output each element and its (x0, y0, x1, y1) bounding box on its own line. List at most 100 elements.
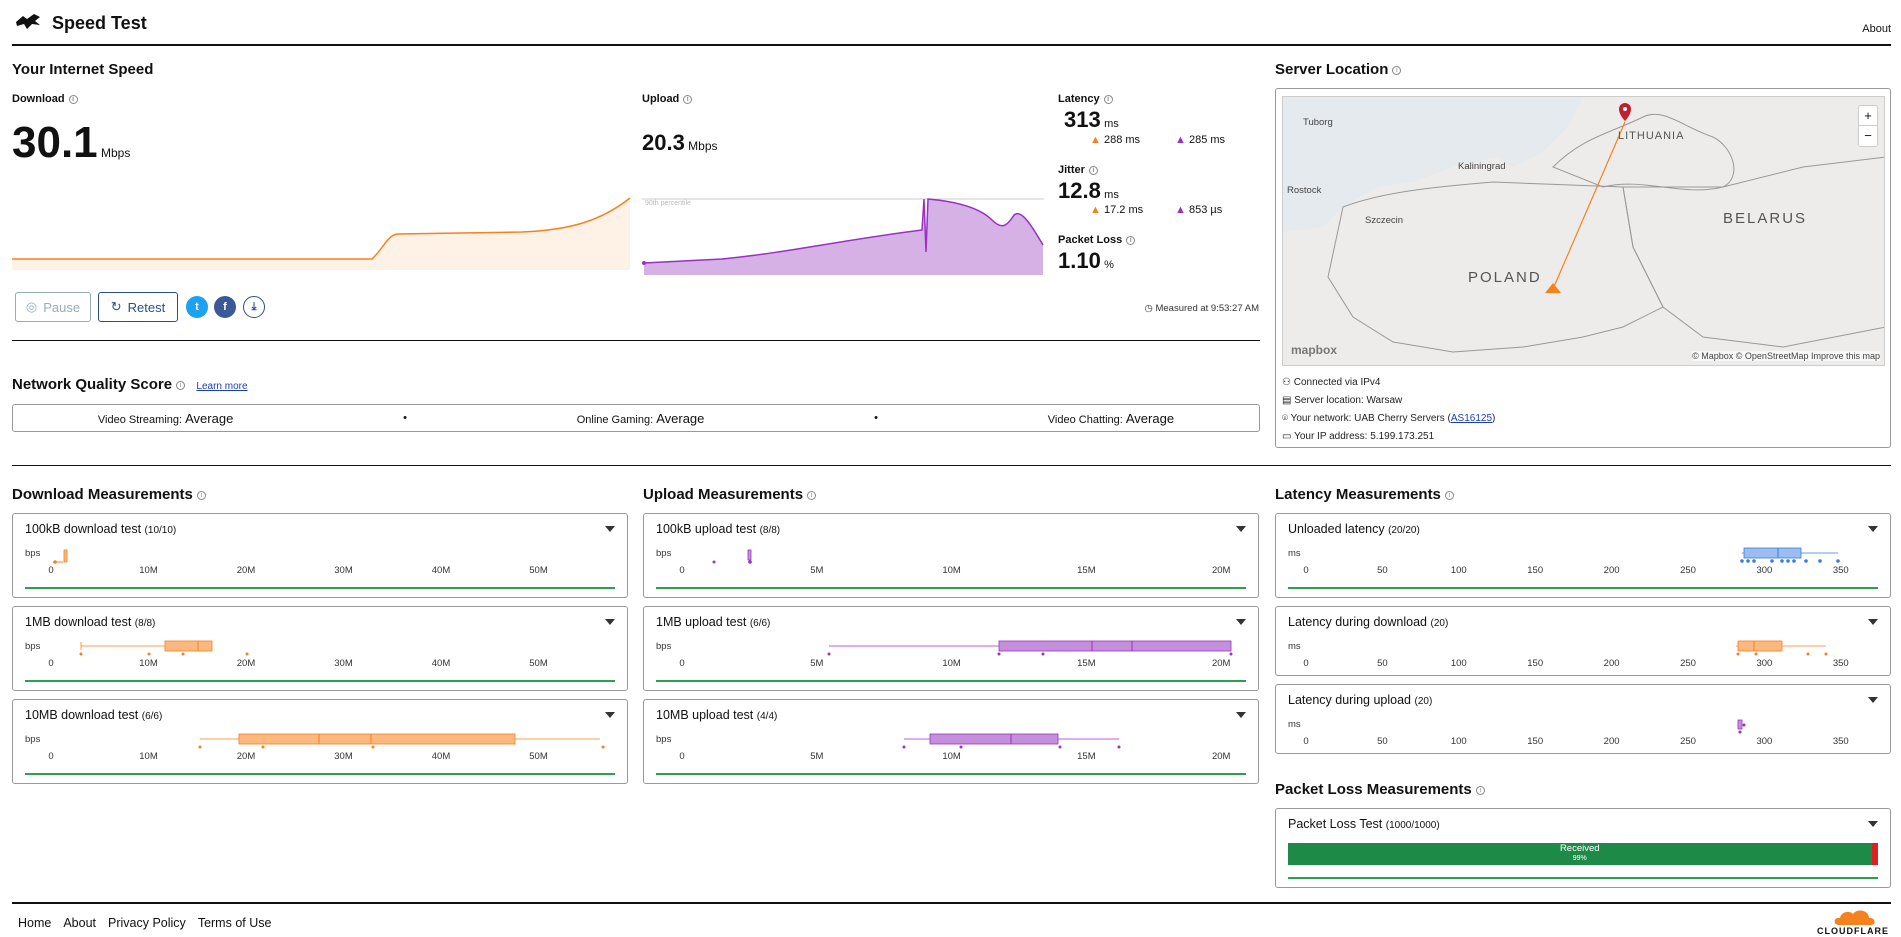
axis-tick-label: 250 (1680, 565, 1696, 576)
pause-button[interactable]: ◎ Pause (15, 292, 91, 322)
facebook-icon[interactable]: f (214, 296, 236, 318)
learn-more-link[interactable]: Learn more (196, 381, 248, 392)
chevron-down-icon[interactable] (1868, 821, 1878, 827)
logo-icon[interactable] (14, 12, 42, 32)
download-test-card[interactable]: 100kB download test (10/10) bps 0 10M 20M 3… (12, 513, 628, 598)
speed-section-title: Your Internet Speed (12, 61, 154, 78)
info-icon[interactable]: i (1103, 94, 1113, 104)
test-title: Latency during download (20) (1288, 615, 1449, 629)
info-icon[interactable]: i (68, 94, 78, 104)
upload-value: 20.3 Mbps (642, 130, 718, 155)
quality-item-gaming: Online Gaming: Average (576, 410, 705, 426)
footer-link-terms[interactable]: Terms of Use (197, 916, 272, 930)
info-icon[interactable]: i (1444, 491, 1454, 501)
server-map[interactable]: LITHUANIA BELARUS POLAND Kaliningrad Szc… (1282, 96, 1885, 366)
packet-loss-card[interactable]: Packet Loss Test (1000/1000) Received 99… (1275, 808, 1891, 888)
latency-test-card[interactable]: Unloaded latency (20/20) ms 0 50 100 150 200… (1275, 513, 1891, 598)
zoom-out-button[interactable]: − (1864, 128, 1872, 143)
chevron-down-icon[interactable] (1868, 526, 1878, 532)
axis-tick-label: 50 (1377, 565, 1388, 576)
info-icon[interactable]: i (807, 491, 817, 501)
axis-unit: bps (656, 548, 672, 559)
axis-tick-label: 10M (942, 658, 961, 669)
mapbox-logo[interactable]: mapbox (1291, 343, 1338, 357)
upload-test-card[interactable]: 100kB upload test (8/8) bps 0 5M 10M 15M 20M (643, 513, 1259, 598)
axis-tick-label: 250 (1680, 658, 1696, 669)
jitter-label: Jitter i (1058, 164, 1098, 176)
info-icon[interactable]: i (1475, 786, 1485, 796)
test-title: 100kB download test (10/10) (25, 522, 177, 536)
separator-dot: • (874, 412, 879, 424)
info-icon[interactable]: i (1126, 235, 1136, 245)
retest-button[interactable]: ↻ Retest (98, 292, 178, 322)
chevron-down-icon[interactable] (1236, 526, 1246, 532)
asn-link[interactable]: AS16125 (1450, 413, 1493, 424)
map-label-belarus: BELARUS (1723, 210, 1808, 227)
map-label-poland: POLAND (1468, 269, 1542, 286)
axis-tick-label: 200 (1603, 565, 1620, 576)
network-icon: ⚇ (1282, 377, 1291, 388)
axis-tick-label: 50 (1377, 658, 1388, 669)
chevron-down-icon[interactable] (1868, 619, 1878, 625)
footer-link-privacy[interactable]: Privacy Policy (108, 916, 186, 930)
success-line (1288, 877, 1878, 879)
axis-tick-label: 40M (431, 658, 451, 669)
app-title[interactable]: Speed Test (52, 13, 147, 33)
axis-tick-label: 10M (139, 658, 158, 669)
latency-download: ▲ 288 ms (1090, 134, 1141, 146)
download-test-card[interactable]: 10MB download test (6/6) bps 0 10M 20M 30M 4… (12, 699, 628, 784)
chevron-down-icon[interactable] (1236, 712, 1246, 718)
download-results-icon[interactable]: ⤓ (243, 296, 265, 318)
info-icon[interactable]: i (683, 94, 693, 104)
upload-test-card[interactable]: 10MB upload test (4/4) bps 0 5M 10M 15M 20M (643, 699, 1259, 784)
success-line (25, 773, 615, 775)
info-icon[interactable]: i (176, 381, 186, 391)
axis-unit: bps (25, 734, 41, 745)
latency-test-card[interactable]: Latency during download (20) ms 0 50 100 15… (1275, 606, 1891, 676)
test-title: Packet Loss Test (1000/1000) (1288, 817, 1440, 831)
jitter-upload: ▲ 853 µs (1175, 204, 1223, 216)
chevron-down-icon[interactable] (605, 619, 615, 625)
about-link[interactable]: About (1862, 23, 1891, 35)
axis-tick-label: 5M (810, 565, 824, 576)
cloudflare-logo[interactable]: CLOUDFLARE (1809, 908, 1889, 936)
axis-tick-label: 20M (1211, 658, 1231, 669)
axis-tick-label: 0 (1303, 736, 1309, 747)
chevron-down-icon[interactable] (605, 526, 615, 532)
chevron-down-icon[interactable] (605, 712, 615, 718)
zoom-in-button[interactable]: + (1859, 106, 1877, 126)
axis-tick-label: 0 (48, 565, 54, 576)
map-label-szczecin: Szczecin (1365, 215, 1404, 226)
axis-tick-label: 30M (334, 751, 353, 762)
axis-tick-label: 350 (1832, 736, 1849, 747)
packet-loss-bar: Received 99% (1288, 843, 1878, 865)
latency-test-card[interactable]: Latency during upload (20) ms 0 50 100 150 2… (1275, 684, 1891, 754)
footer-link-about[interactable]: About (63, 916, 97, 930)
axis-unit: ms (1288, 719, 1301, 730)
upload-triangle-icon: ▲ (1175, 204, 1186, 216)
footer-link-home[interactable]: Home (18, 916, 52, 930)
download-measurements-title: Download Measurements i (12, 486, 206, 503)
chevron-down-icon[interactable] (1236, 619, 1246, 625)
chevron-down-icon[interactable] (1868, 697, 1878, 703)
clock-icon: ◷ (1144, 303, 1153, 314)
info-icon[interactable]: i (1088, 165, 1098, 175)
axis-tick-label: 300 (1756, 658, 1773, 669)
axis-tick-label: 350 (1832, 658, 1849, 669)
success-line (656, 587, 1246, 589)
zoom-control: + − (1858, 105, 1878, 147)
info-icon[interactable]: i (196, 491, 206, 501)
download-test-card[interactable]: 1MB download test (8/8) bps 0 10M 20M 30M 40… (12, 606, 628, 691)
upload-test-card[interactable]: 1MB upload test (6/6) bps 0 5M 10M 15M 20M (643, 606, 1259, 691)
latency-label: Latency i (1058, 93, 1113, 105)
axis-tick-label: 100 (1450, 565, 1467, 576)
map-attribution[interactable]: © Mapbox © OpenStreetMap Improve this ma… (1692, 351, 1880, 361)
server-icon: ▤ (1282, 395, 1292, 406)
axis-tick-label: 0 (679, 751, 685, 762)
test-title: Unloaded latency (20/20) (1288, 522, 1420, 536)
twitter-icon[interactable]: t (186, 296, 208, 318)
footer-links: Home About Privacy Policy Terms of Use (18, 916, 271, 930)
map-border-by (1622, 156, 1884, 348)
latency-value: 313 ms (1064, 107, 1119, 132)
info-icon[interactable]: i (1392, 66, 1402, 76)
